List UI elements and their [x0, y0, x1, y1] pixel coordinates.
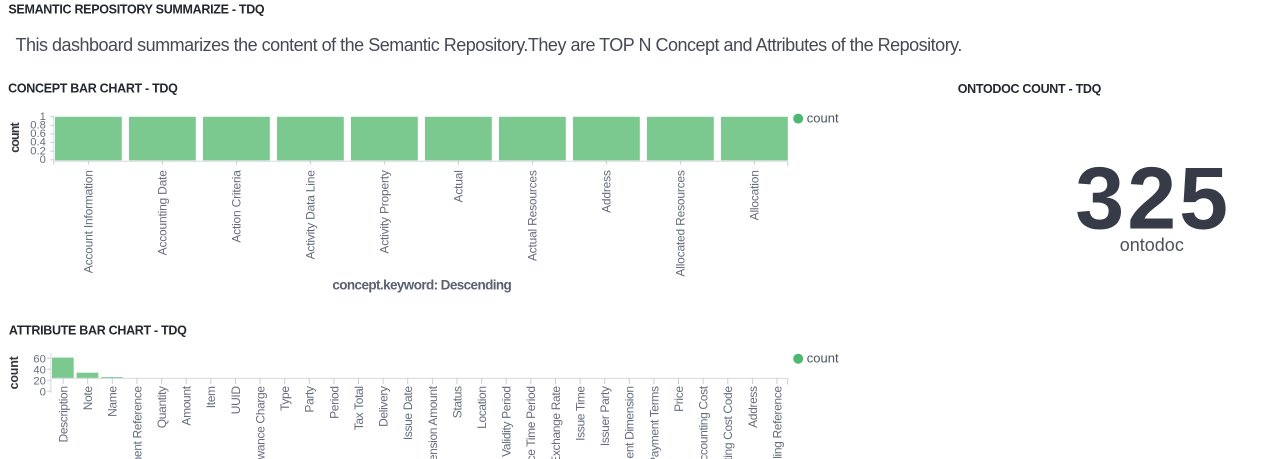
svg-text:Delivery: Delivery [377, 386, 391, 427]
svg-text:0.2: 0.2 [30, 145, 46, 157]
svg-text:Extension Amount: Extension Amount [426, 385, 440, 459]
svg-text:Document Reference: Document Reference [130, 386, 144, 459]
svg-text:Tax Total: Tax Total [352, 386, 366, 430]
svg-text:Actual: Actual [451, 170, 465, 202]
svg-text:Measurement Dimension: Measurement Dimension [623, 386, 637, 459]
svg-text:Amount: Amount [180, 385, 194, 425]
svg-text:count: count [8, 122, 22, 153]
svg-text:count: count [807, 110, 839, 125]
svg-text:Activity Data Line: Activity Data Line [303, 170, 317, 260]
svg-text:count: count [7, 355, 21, 389]
svg-text:Action Criteria: Action Criteria [229, 170, 243, 243]
svg-text:Accounting Date: Accounting Date [155, 170, 169, 256]
svg-text:Validity Period: Validity Period [500, 386, 514, 457]
svg-text:Accounting Cost Code: Accounting Cost Code [721, 386, 735, 459]
svg-text:Price: Price [672, 386, 686, 412]
svg-text:ATTRIBUTE BAR CHART - TDQ: ATTRIBUTE BAR CHART - TDQ [9, 324, 187, 338]
svg-text:SEMANTIC REPOSITORY SUMMARIZE: SEMANTIC REPOSITORY SUMMARIZE - TDQ [8, 2, 265, 16]
svg-text:Issue Time: Issue Time [574, 386, 588, 441]
svg-text:UUID: UUID [229, 386, 243, 415]
svg-text:0: 0 [40, 386, 46, 398]
svg-text:Allowance Charge: Allowance Charge [253, 386, 267, 459]
svg-text:40: 40 [33, 364, 45, 376]
svg-text:Account Information: Account Information [81, 170, 95, 273]
svg-text:Note: Note [81, 386, 95, 411]
svg-text:Invoice Time Period: Invoice Time Period [524, 386, 538, 459]
svg-text:1: 1 [40, 111, 46, 123]
svg-text:Type: Type [278, 386, 292, 411]
svg-text:Address: Address [599, 170, 613, 213]
svg-text:Quantity: Quantity [155, 386, 169, 428]
svg-text:Item: Item [204, 386, 218, 408]
svg-text:Location: Location [475, 386, 489, 429]
svg-text:Issuer Party: Issuer Party [598, 386, 612, 446]
svg-text:Description: Description [57, 386, 71, 442]
svg-text:Accounting Cost: Accounting Cost [697, 385, 711, 459]
svg-text:Name: Name [106, 386, 120, 417]
svg-text:325: 325 [1075, 148, 1231, 247]
svg-text:Actual Resources: Actual Resources [525, 170, 539, 261]
svg-text:count: count [807, 351, 839, 366]
svg-text:Address: Address [746, 386, 760, 428]
svg-text:Allocation: Allocation [747, 170, 761, 220]
svg-text:0: 0 [40, 154, 46, 166]
svg-text:0.8: 0.8 [30, 120, 46, 132]
svg-text:This dashboard summarizes the: This dashboard summarizes the content of… [16, 35, 962, 55]
svg-text:Issue Date: Issue Date [401, 386, 415, 441]
svg-text:ONTODOC COUNT - TDQ: ONTODOC COUNT - TDQ [958, 82, 1102, 96]
svg-text:Status: Status [450, 386, 464, 418]
svg-text:Activity Property: Activity Property [377, 170, 391, 253]
svg-text:Period: Period [327, 386, 341, 419]
svg-text:Exchange Rate: Exchange Rate [549, 386, 563, 459]
svg-text:Payment Terms: Payment Terms [647, 386, 661, 459]
svg-text:Billing Reference: Billing Reference [770, 386, 784, 459]
svg-text:60: 60 [33, 353, 45, 365]
svg-text:ontodoc: ontodoc [1120, 235, 1184, 255]
svg-text:CONCEPT BAR CHART - TDQ: CONCEPT BAR CHART - TDQ [8, 82, 178, 96]
svg-text:20: 20 [33, 375, 45, 387]
svg-text:Party: Party [303, 386, 317, 413]
svg-text:0.4: 0.4 [30, 137, 46, 149]
svg-text:Allocated Resources: Allocated Resources [673, 170, 687, 276]
svg-text:0.6: 0.6 [30, 128, 46, 140]
svg-text:concept.keyword: Descending: concept.keyword: Descending [332, 278, 511, 293]
